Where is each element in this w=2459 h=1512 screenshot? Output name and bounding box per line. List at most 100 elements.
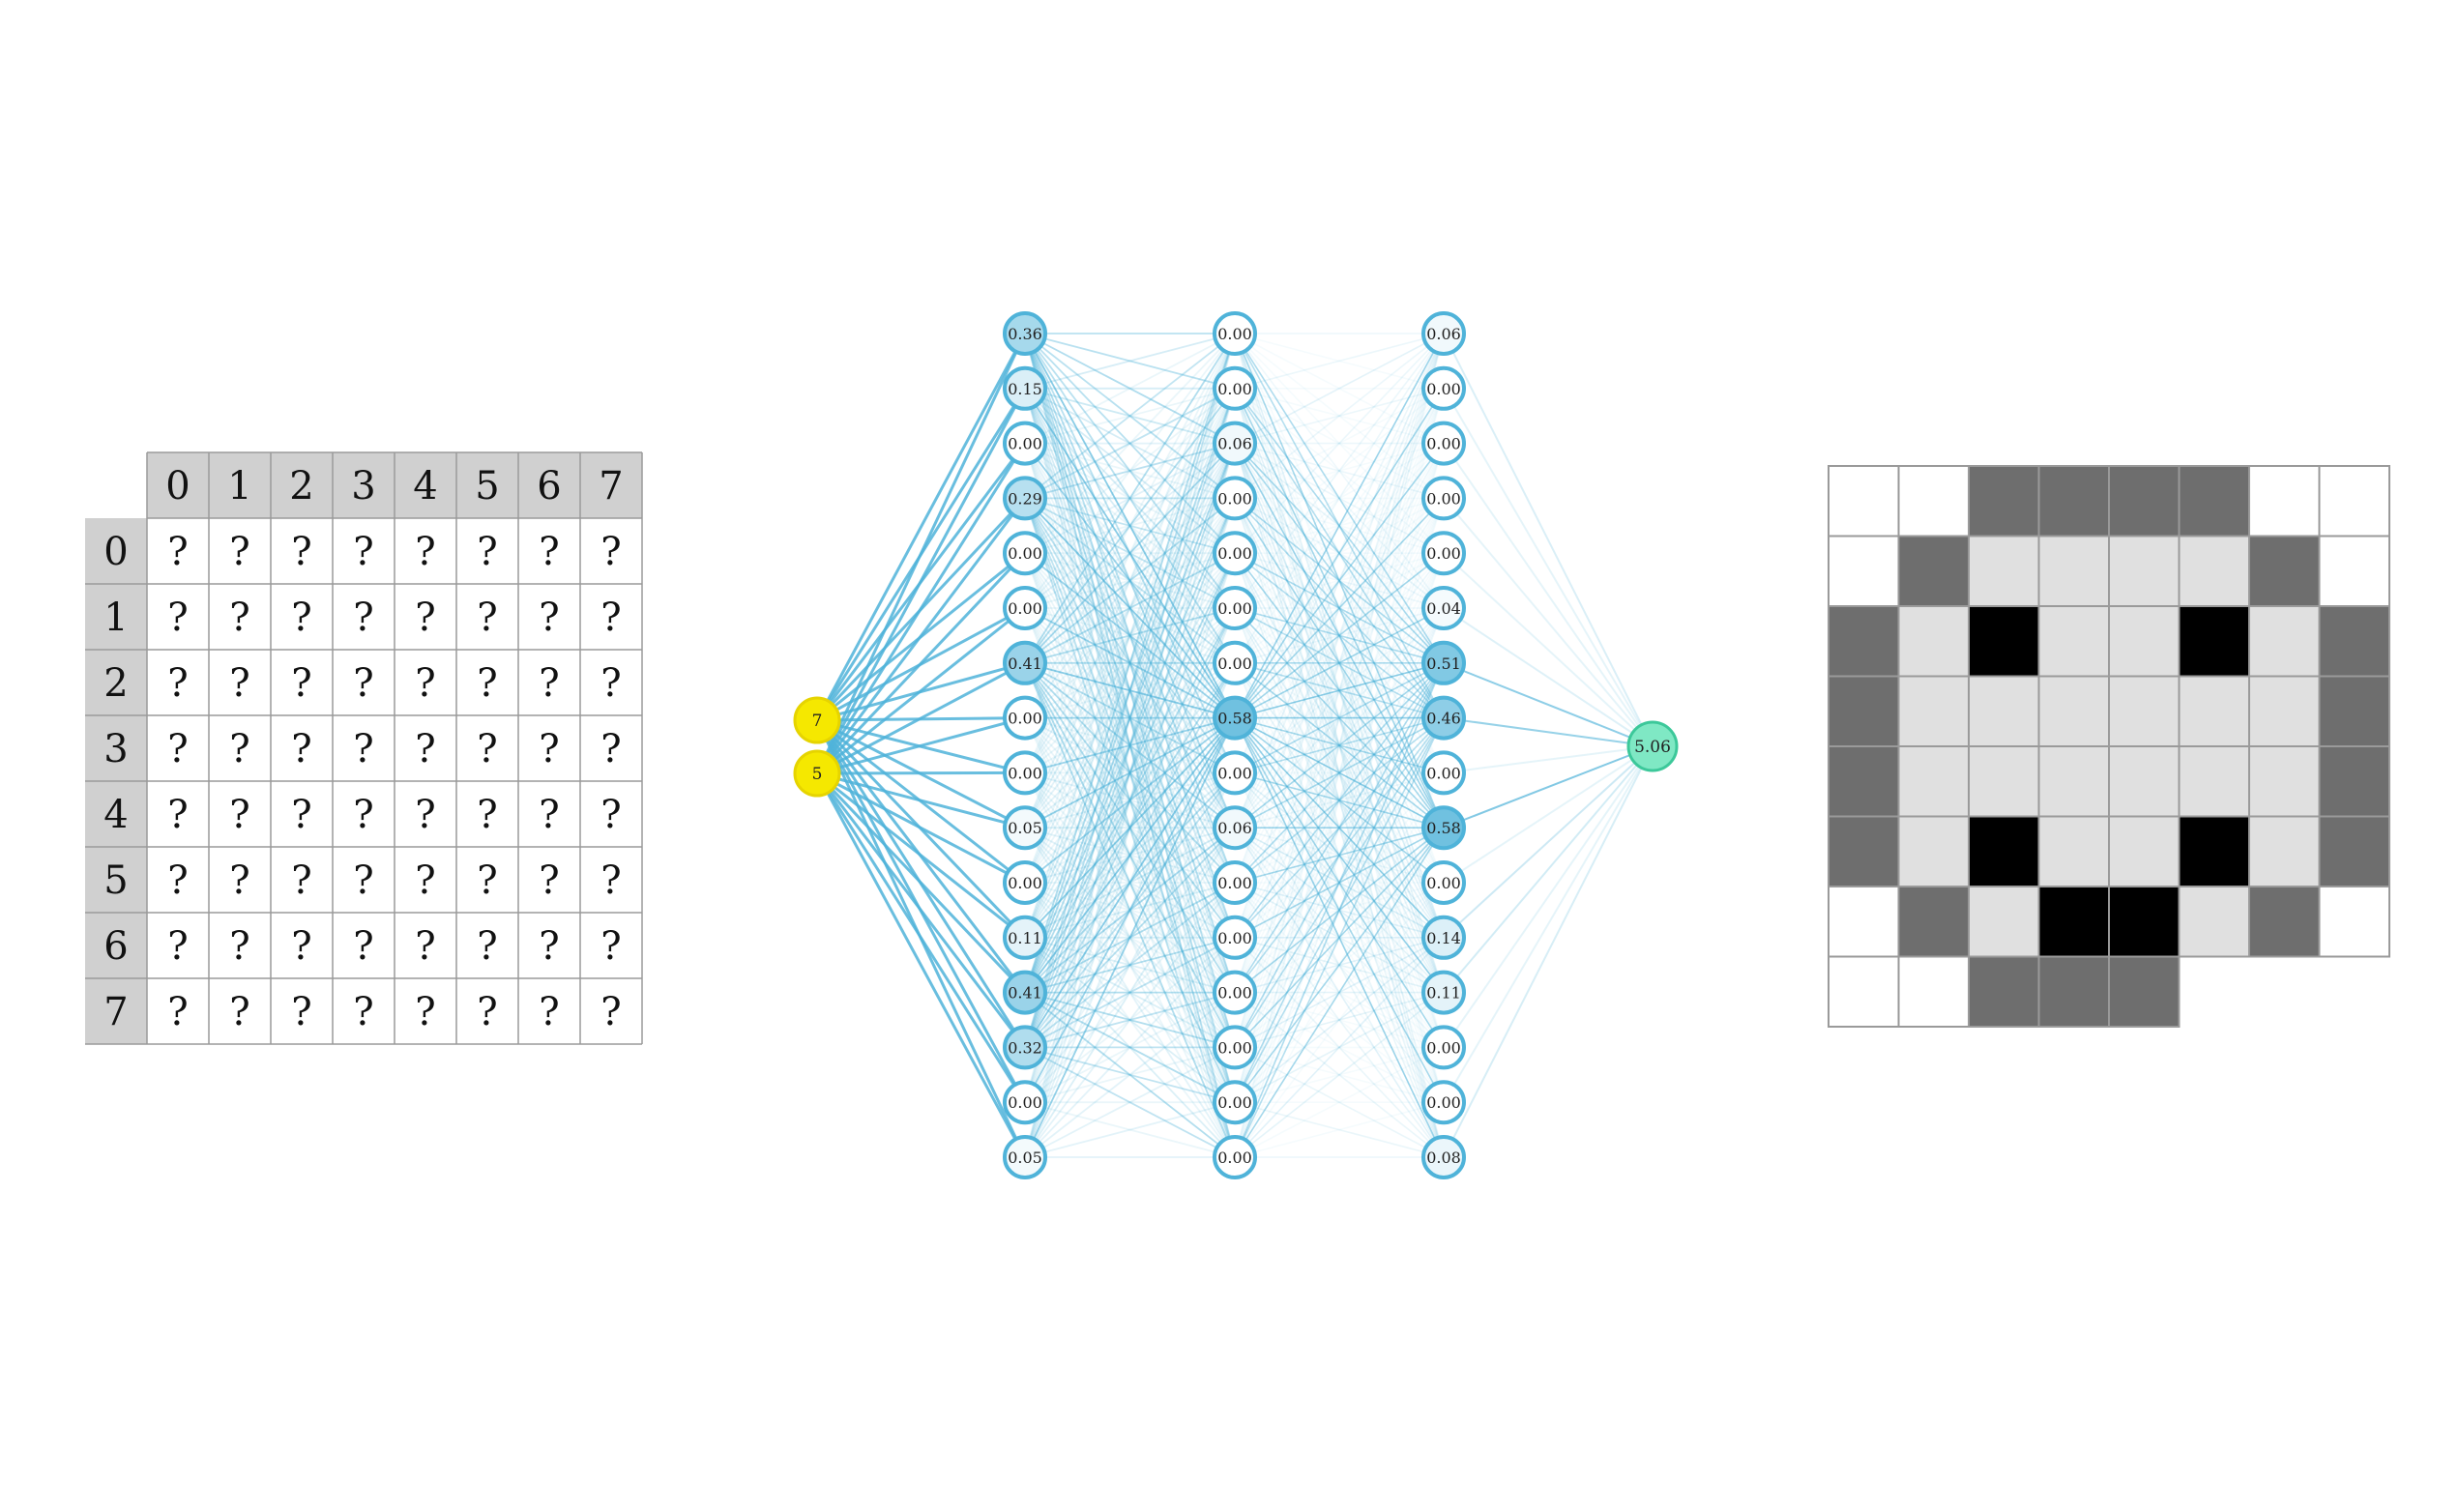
column-header-label: 7 [599,464,623,509]
edge-hidden1-hidden2 [1024,443,1236,773]
table-cell-value: ? [229,990,249,1034]
edge-hidden1-hidden2 [1024,333,1236,719]
edge-hidden2-hidden3 [1234,333,1445,500]
hidden-neuron: 0.00 [1003,421,1047,466]
neuron-activation-label: 0.00 [1217,764,1252,782]
edge-hidden1-hidden2 [1024,388,1236,993]
neuron-circle [1005,752,1045,794]
hidden-neuron: 0.58 [1213,695,1257,741]
edge-hidden1-hidden2 [1024,661,1236,719]
neuron-activation-label: 0.14 [1426,929,1461,947]
hidden-neuron: 0.11 [1003,915,1047,960]
edge-hidden1-hidden2 [1024,388,1236,719]
edge-hidden2-hidden3 [1234,388,1445,500]
input-neuron-circle [793,696,841,744]
table-cell-value: ? [415,793,435,837]
edge-hidden2-hidden3 [1234,771,1445,829]
edge-hidden1-hidden2 [1024,771,1236,1158]
edge-hidden2-hidden3 [1234,607,1445,774]
pixel-cell [2037,815,2110,887]
pixel-cell [2248,535,2321,607]
edge-hidden1-hidden2 [1024,388,1236,1048]
edge-hidden2-hidden3 [1234,388,1445,609]
neuron-circle [1005,1082,1045,1123]
edge-hidden2-hidden3 [1234,333,1445,609]
edge-hidden2-hidden3 [1234,717,1445,994]
table-cell-value: ? [229,858,249,903]
table-cell-value: ? [477,727,497,771]
edge-hidden2-hidden3 [1234,388,1445,719]
hidden-neuron: 0.00 [1213,970,1257,1015]
edge-hidden1-hidden2 [1024,497,1236,884]
pixel-cell [2318,815,2390,887]
neuron-circle [1423,752,1464,794]
edge-hidden1-hidden2 [1024,497,1236,555]
edge-hidden2-hidden3 [1234,443,1445,1048]
edge-hidden2-hidden3 [1234,333,1445,445]
hidden-neuron: 0.00 [1213,311,1257,356]
table-cell-value: ? [415,596,435,640]
edge-hidden1-hidden2 [1024,552,1236,884]
pixel-cell [2108,675,2181,747]
edge-hidden1-hidden2 [1024,333,1236,445]
output-neuron-circle [1626,720,1679,772]
table-cell-value: ? [539,727,559,771]
neuron-activation-fill [1421,1135,1466,1179]
neuron-activation-label: 0.00 [1426,544,1461,563]
pixel-grid-image [1828,465,2390,1028]
edge-hidden1-hidden2 [1024,552,1236,1048]
neuron-activation-label: 0.06 [1217,435,1252,453]
edge-hidden2-hidden3 [1234,991,1445,1049]
hidden-neuron: 0.05 [1003,805,1047,851]
hidden-neuron: 0.00 [1421,860,1466,905]
pixel-cell [1968,605,2040,678]
edge-hidden2-hidden3 [1234,498,1445,993]
edge-hidden2-hidden3 [1234,443,1445,993]
neuron-activation-fill [1003,750,1047,796]
edge-hidden1-hidden2 [1024,442,1236,664]
edge-input-hidden1 [815,552,1027,775]
edge-hidden3-output [1443,388,1654,747]
coordinate-table: 0 1 2 3 4 5 6 701234567????????????????????????… [85,451,643,1045]
edge-hidden2-hidden3 [1234,333,1445,884]
edge-hidden3-output [1443,607,1654,747]
network-edges [815,333,1654,1158]
table-cell-value: ? [291,793,311,837]
neuron-circle [1215,422,1255,464]
neuron-activation-fill [1213,750,1257,796]
table-cell-value: ? [353,793,373,837]
pixel-cell [1968,535,2040,607]
neuron-activation-fill [1421,970,1466,1015]
edge-hidden1-hidden2 [1024,662,1236,1103]
edge-hidden2-hidden3 [1234,333,1445,609]
edge-hidden3-output [1443,497,1654,747]
edge-hidden2-hidden3 [1234,442,1445,500]
edge-hidden1-hidden2 [1024,333,1236,1048]
table-cell-value: ? [291,727,311,771]
neuron-activation-label: 0.00 [1426,489,1461,508]
edge-hidden1-hidden2 [1024,497,1236,609]
hidden-neuron: 0.00 [1213,1135,1257,1179]
pixel-cell [2178,675,2250,747]
edge-hidden1-hidden2 [1024,716,1236,829]
edge-input-hidden1 [816,716,1026,775]
edge-hidden1-hidden2 [1024,443,1236,719]
neuron-circle [1423,313,1464,354]
neuron-circle [1423,422,1464,464]
edge-hidden1-hidden2 [1024,498,1236,1048]
edge-hidden2-hidden3 [1234,498,1445,1158]
edge-hidden1-hidden2 [1024,662,1236,994]
pixel-cell [1968,745,2040,818]
edge-hidden2-hidden3 [1234,388,1445,554]
neuron-activation-label: 0.00 [1008,544,1042,563]
hidden-neuron: 0.00 [1213,750,1257,796]
pixel-cell [2037,745,2110,818]
edge-hidden2-hidden3 [1234,991,1445,1049]
edge-input-hidden1 [815,497,1027,774]
edge-hidden1-hidden2 [1024,937,1236,1049]
pixel-cell [1897,745,1970,818]
table-cell-value: ? [229,727,249,771]
input-neuron-circle [793,749,841,798]
edge-hidden2-hidden3 [1234,498,1445,1048]
neuron-circle [1005,807,1045,849]
